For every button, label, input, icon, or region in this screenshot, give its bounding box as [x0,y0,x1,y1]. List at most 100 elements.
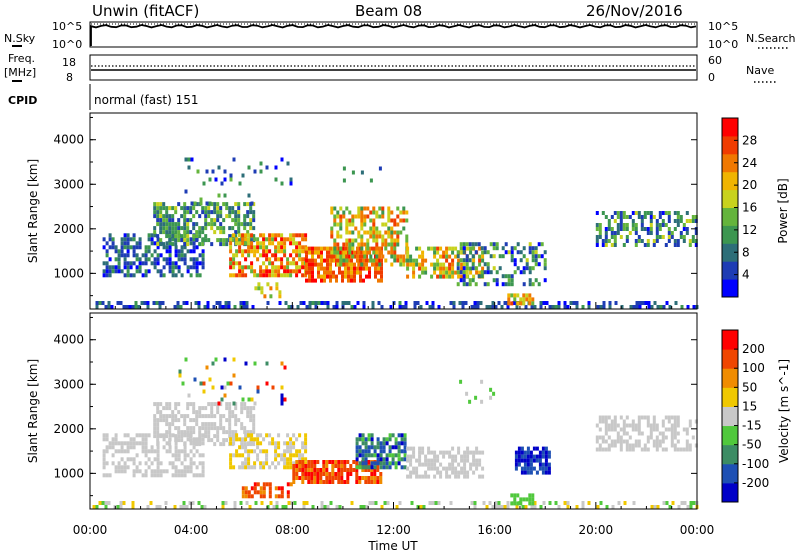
heatmap-cell [117,257,121,262]
heatmap-cell [554,501,558,505]
heatmap-cell [192,226,196,231]
heatmap-cell [247,253,251,258]
heatmap-cell [246,214,250,219]
colorbar-swatch [722,330,738,350]
heatmap-cell [168,265,172,270]
heatmap-cell [359,266,362,271]
heatmap-cell [396,254,400,259]
heatmap-cell [516,493,520,498]
heatmap-cell [223,169,227,174]
heatmap-cell [317,266,320,271]
heatmap-cell [174,473,178,478]
heatmap-cell [256,385,260,390]
heatmap-cell [217,165,221,170]
heatmap-cell [180,206,184,211]
heatmap-cell [326,505,330,509]
heatmap-cell [225,202,229,207]
heatmap-cell [320,301,324,305]
heatmap-cell [298,269,302,274]
heatmap-cell [619,435,623,440]
heatmap-cell [156,418,160,423]
heatmap-cell [372,210,376,215]
heatmap-cell [243,202,247,207]
heatmap-cell [357,250,361,255]
heatmap-cell [186,465,190,470]
heatmap-cell [271,269,275,274]
heatmap-cell [231,410,235,415]
heatmap-cell [369,218,373,223]
heatmap-cell [604,239,608,243]
heatmap-cell [522,301,526,306]
heatmap-cell [183,206,187,211]
heatmap-cell [528,250,532,255]
heatmap-cell [646,243,650,247]
heatmap-cell [598,227,602,231]
heatmap-cell [348,242,352,247]
heatmap-cell [265,361,269,366]
heatmap-cell [363,242,367,247]
heatmap-cell [153,241,157,246]
heatmap-cell [378,246,382,251]
heatmap-cell [180,273,184,278]
heatmap-cell [250,249,254,254]
heatmap-cell [304,472,308,476]
heatmap-cell [247,241,251,246]
heatmap-cell [126,457,130,462]
heatmap-cell [207,210,211,215]
heatmap-cell [566,305,570,309]
heatmap-cell [353,266,356,271]
heatmap-cell [358,437,362,442]
heatmap-cell [326,250,329,255]
heatmap-cell [534,246,538,251]
heatmap-cell [604,431,608,436]
heatmap-cell [465,258,469,263]
heatmap-cell [436,458,440,463]
heatmap-cell [433,458,437,463]
heatmap-cell [305,270,308,275]
heatmap-cell [265,165,269,170]
heatmap-cell [495,278,499,283]
heatmap-cell [274,265,278,270]
heatmap-cell [229,465,233,470]
heatmap-cell [339,254,343,259]
heatmap-cell [314,305,318,309]
heatmap-cell [114,269,118,274]
heatmap-cell [246,430,250,435]
heatmap-cell [418,262,422,267]
heatmap-cell [616,227,620,231]
ytick-label: 4000 [53,333,84,347]
heatmap-cell [274,449,278,454]
heatmap-cell [436,250,440,255]
heatmap-cell [341,246,344,251]
heatmap-cell [165,406,169,411]
heatmap-cell [421,270,425,275]
heatmap-cell [168,226,172,231]
heatmap-cell [607,435,611,440]
heatmap-cell [489,270,493,275]
heatmap-cell [234,422,238,427]
heatmap-cell [183,257,187,262]
heatmap-cell [210,242,214,247]
heatmap-cell [207,214,211,219]
heatmap-cell [227,305,231,309]
heatmap-cell [501,282,505,287]
heatmap-cell [180,438,184,443]
heatmap-cell [682,227,686,231]
heatmap-cell [412,446,416,451]
heatmap-cell [323,266,326,271]
heatmap-cell [457,258,461,263]
heatmap-cell [256,433,260,438]
heatmap-cell [196,169,200,174]
heatmap-cell [345,242,349,247]
heatmap-cell [228,402,232,407]
heatmap-cell [132,469,136,474]
heatmap-cell [363,206,367,211]
heatmap-cell [245,501,249,505]
heatmap-cell [301,445,305,450]
heatmap-cell [451,470,455,475]
heatmap-cell [658,439,662,444]
heatmap-cell [182,505,186,509]
heatmap-cell [229,453,233,458]
heatmap-cell [534,254,538,259]
heatmap-cell [373,480,377,484]
